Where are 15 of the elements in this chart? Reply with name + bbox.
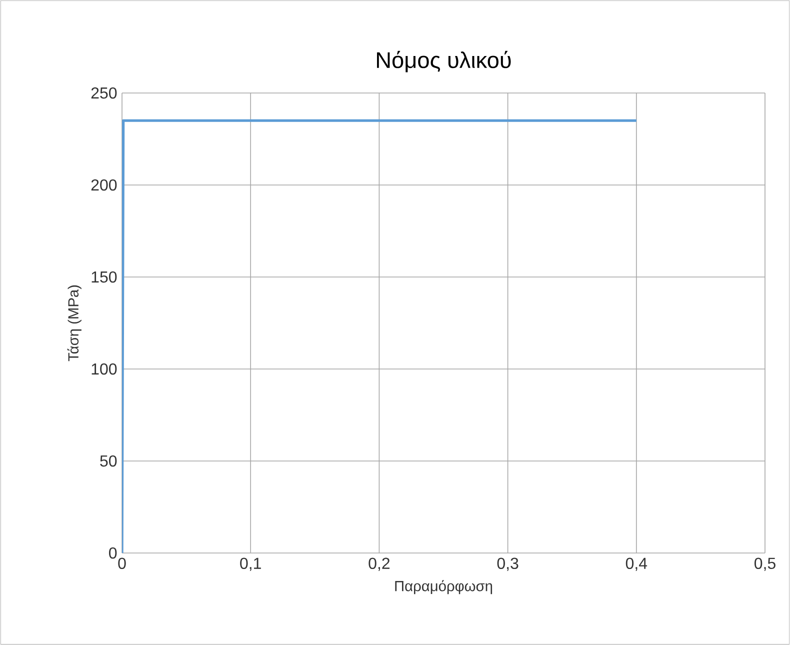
- x-axis-title: Παραμόρφωση: [395, 580, 492, 594]
- y-tick-label: 0: [109, 547, 117, 559]
- y-axis-title: Τάση (MPa): [67, 285, 82, 362]
- x-tick-label: 0,3: [497, 558, 518, 571]
- x-tick-label: 0: [118, 558, 126, 570]
- x-tick-label: 0,1: [240, 558, 261, 571]
- chart-title: Νόμος υλικού: [377, 50, 511, 72]
- y-tick-label: 250: [91, 87, 117, 99]
- y-tick-label: 200: [91, 179, 117, 191]
- x-tick-label: 0,2: [368, 558, 390, 571]
- x-tick-label: 0,5: [754, 558, 776, 571]
- y-tick-label: 100: [92, 363, 117, 375]
- y-tick-label: 150: [92, 271, 117, 283]
- y-tick-label: 50: [100, 455, 117, 467]
- x-tick-label: 0,4: [626, 558, 648, 571]
